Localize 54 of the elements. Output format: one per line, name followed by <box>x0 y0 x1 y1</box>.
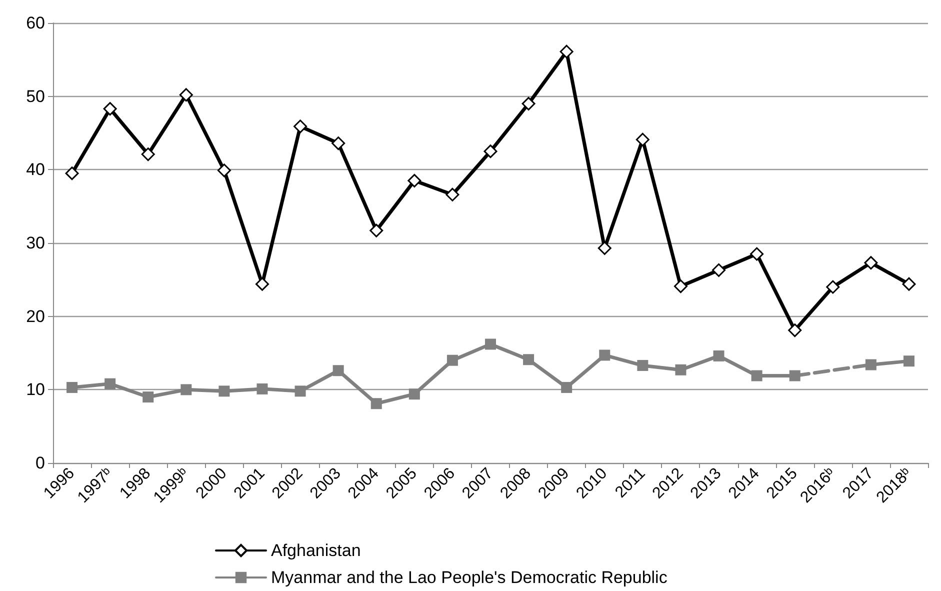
point <box>484 144 498 158</box>
point <box>294 120 308 134</box>
point <box>864 256 878 270</box>
point <box>256 383 268 394</box>
point <box>142 392 154 402</box>
point <box>255 277 269 291</box>
legend-label: Myanmar and the Lao People's Democratic Republic <box>271 568 668 587</box>
point <box>598 241 612 255</box>
point <box>446 188 460 202</box>
point <box>750 247 764 261</box>
point <box>826 280 840 294</box>
point <box>218 386 230 397</box>
point <box>865 359 876 370</box>
point <box>180 384 192 396</box>
point <box>788 324 802 338</box>
point <box>103 102 117 116</box>
point <box>370 398 382 410</box>
point <box>751 370 762 382</box>
point <box>332 365 344 376</box>
point <box>179 88 193 102</box>
point <box>560 44 574 58</box>
point <box>408 388 420 400</box>
point <box>675 364 686 376</box>
point <box>370 224 384 238</box>
point <box>217 164 231 178</box>
y-tick-label: 40 <box>26 160 45 180</box>
point <box>141 148 155 162</box>
point <box>902 277 916 291</box>
point <box>294 386 306 397</box>
point <box>636 132 650 146</box>
point <box>446 354 458 366</box>
point <box>408 174 422 188</box>
point <box>522 96 536 110</box>
point <box>713 350 724 362</box>
y-tick-label: 0 <box>36 454 45 472</box>
point <box>712 263 726 277</box>
point <box>599 350 610 361</box>
point <box>65 166 79 180</box>
point <box>104 378 116 390</box>
y-tick-label: 10 <box>26 380 45 400</box>
y-tick-label: 30 <box>26 234 45 252</box>
point <box>789 370 800 382</box>
point <box>523 354 534 366</box>
legend-label: Afghanistan <box>271 541 361 560</box>
point <box>485 338 496 350</box>
y-tick-label: 20 <box>26 306 45 326</box>
point <box>332 136 346 150</box>
point <box>674 280 688 294</box>
point <box>903 356 914 367</box>
point <box>66 382 78 393</box>
point <box>561 382 572 393</box>
y-tick-label: 60 <box>26 14 45 32</box>
y-tick-label: 50 <box>26 86 45 106</box>
point <box>637 360 648 371</box>
